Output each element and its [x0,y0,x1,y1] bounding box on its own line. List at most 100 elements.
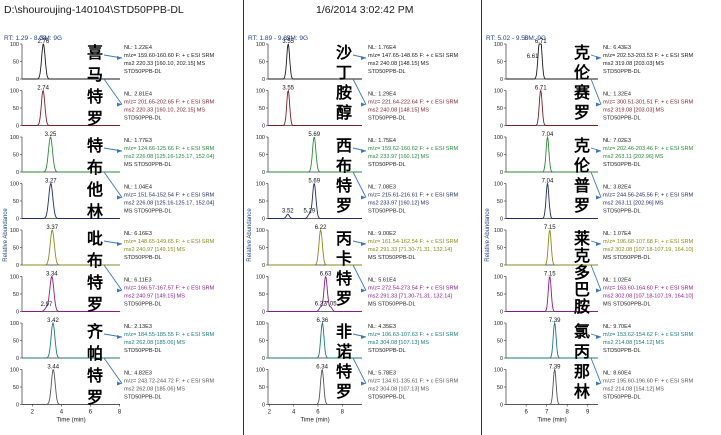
compound-name-char: 丙 [336,229,352,248]
scan-filter-text: m/z= 243.72-244.72 F: + c ESI SRM [124,379,215,385]
y-tick-label: 100 [10,228,19,234]
compound-name-char: 齐 [87,322,104,341]
compound-name-char: 马 [87,65,103,84]
nl-value: NL: 1.75E4 [368,138,396,144]
annotation-arrow [352,264,367,291]
sample-name-text: STD50PPB-DL [603,395,641,401]
peak-rt-label: 7.15 [544,225,556,231]
y-tick-label: 0 [16,217,19,223]
peak-rt-label: 6.63 [320,272,332,278]
y-tick-label: 100 [494,275,503,281]
chromatogram-trace [506,321,598,359]
annotation-arrow [590,171,602,198]
scan-filter-text: m/z= 153.62-154.62 F: + c ESI SRM [603,332,694,338]
peak-rt-label: 7.39 [549,365,561,371]
nl-value: NL: 1.22E4 [124,45,152,51]
ms2-transition-text: ms2 291.33 [71.30-71.31, 132.14] [368,294,452,300]
y-tick-label: 100 [256,42,265,48]
compound-name-char: 莱 [574,229,590,248]
peak-rt-label: 3.37 [46,225,58,231]
compound-name-char: 醇 [336,103,352,122]
annotation-arrowhead [117,195,122,200]
peak-rt-label: 6.71 [535,39,547,45]
compound-name-char: 赛 [573,83,591,102]
y-tick-label: 50 [259,339,265,345]
ms2-transition-text: ms2 226.08 [125.16-125.17, 152.04] [124,201,215,207]
peak-rt-label: 6.36 [317,318,329,324]
scan-filter-text: m/z= 106.68-107.68 F: + c ESI SRM [603,239,694,245]
annotation-arrowhead [361,149,366,153]
rt-range-label: RT: 1.89 - 9.62 [248,35,291,42]
sample-name-text: STD50PPB-DL [124,302,162,308]
sample-name-text: STD50PPB-DL [603,348,641,354]
peak-rt-label: 6.34 [316,365,328,371]
peak-rt-label: 2.76 [38,39,50,45]
x-tick-label: 4 [292,410,296,416]
annotation-arrowhead [361,335,366,339]
y-tick-label: 0 [16,124,19,130]
nl-value: NL: 7.08E3 [368,185,396,191]
peak-rt-label: 3.42 [47,318,59,324]
y-axis-title: Relative Abundance [3,208,9,262]
y-tick-label: 100 [256,275,265,281]
peak-rt-label: 2.74 [37,86,49,92]
chromatogram-trace [22,229,120,266]
x-tick-label: 6 [89,410,93,416]
annotation-arrowhead [361,56,366,60]
ms2-transition-text: ms2 262.08 [185.06] MS [124,340,185,346]
y-tick-label: 100 [10,321,19,327]
x-tick-label: 4 [60,410,64,416]
y-tick-label: 0 [500,356,503,362]
y-axis-title: Relative Abundance [247,208,253,262]
annotation-arrowhead [596,195,601,200]
sample-name-text: STD50PPB-DL [603,162,641,168]
ms2-transition-text: ms2 220.33 [160.10, 202.15] MS [124,61,205,67]
scan-filter-text: m/z= 163.60-164.60 F: + c ESI SRM [603,286,694,292]
y-tick-label: 100 [494,182,503,188]
y-tick-label: 100 [256,321,265,327]
sample-name-text: STD50PPB-DL [368,162,406,168]
sample-name-text: STD50PPB-DL [124,116,162,122]
sample-name-text: STD50PPB-DL [368,348,406,354]
y-tick-label: 50 [13,246,19,252]
minor-peak-label: 6.22 [315,301,327,307]
y-tick-label: 100 [10,368,19,374]
ms2-transition-text: ms2 214.08 [154.12] MS [603,340,664,346]
y-tick-label: 100 [494,321,503,327]
sm-label: SM: 9G [286,35,308,42]
sample-name-text: STD50PPB-DL [124,395,162,401]
chromatogram-trace [506,276,598,312]
y-tick-label: 0 [16,403,19,409]
compound-name-char: 丁 [336,63,352,82]
x-axis-title: Time (min) [56,417,85,424]
y-tick-label: 50 [497,153,503,159]
peak-rt-label: 3.44 [47,365,59,371]
nl-value: NL: 9.00E2 [368,231,396,237]
nl-value: NL: 1.04E4 [124,185,152,191]
ms2-transition-text: ms2 233.97 [160.12] MS [368,201,429,207]
sample-name-text: MS STD50PPB-DL [124,162,172,168]
x-tick-label: 2 [31,410,35,416]
ms2-transition-text: ms2 304.08 [107.13] MS [368,340,429,346]
compound-name-char: 克 [574,43,590,62]
compound-name-char: 沙 [336,43,352,62]
chromatogram-trace [22,136,120,173]
compound-name-char: 克 [574,246,590,265]
sm-label: SM: 9G [40,35,62,42]
y-tick-label: 0 [16,356,19,362]
peak-rt-label: 5.69 [308,132,320,138]
nl-value: NL: 5.61E4 [368,278,396,284]
y-tick-label: 0 [262,403,265,409]
acquisition-datetime: 1/6/2014 3:02:42 PM [316,4,414,16]
x-tick-label: 8 [341,410,345,416]
chromatogram-trace [506,88,598,126]
y-tick-label: 50 [259,153,265,159]
x-axis-title: Time (min) [537,417,566,424]
compound-name-char: 布 [336,156,352,175]
sample-name-text: MS STD50PPB-DL [603,302,651,308]
peak-rt-label: 3.34 [46,272,58,278]
y-tick-label: 100 [256,135,265,141]
y-tick-label: 50 [259,292,265,298]
compound-name-char: 特 [87,366,103,385]
